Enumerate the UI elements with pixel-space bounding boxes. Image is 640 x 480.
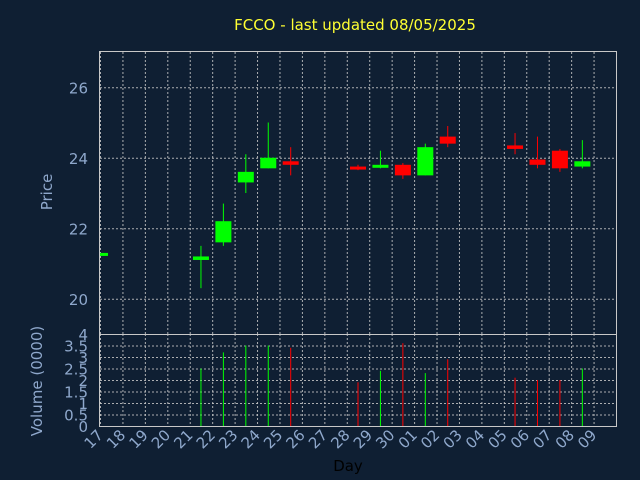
- volume-axis-label: Volume (0000): [28, 326, 46, 436]
- volume-y-tick-label: 2: [78, 372, 88, 390]
- candle-body: [574, 161, 591, 167]
- price-y-tick-label: 22: [69, 220, 88, 238]
- x-ticks: 1718192021222324252627282930010203040506…: [81, 426, 601, 452]
- volume-y-tick-label: 3: [78, 349, 88, 367]
- volume-y-tick-label: 4: [78, 326, 88, 344]
- volume-y-ticks: 00.511.522.533.54: [64, 326, 88, 436]
- price-axis-label: Price: [38, 174, 56, 211]
- price-y-ticks: 20 22 24 26: [69, 79, 88, 309]
- candle-body: [394, 164, 411, 176]
- volume-bars: [200, 343, 583, 426]
- volume-y-tick-label: 1: [78, 395, 88, 413]
- price-y-tick-label: 20: [69, 291, 88, 309]
- x-axis-label: Day: [333, 457, 363, 475]
- volume-y-tick-label: 0.5: [64, 407, 88, 425]
- candle-body: [350, 166, 366, 170]
- candle-body: [439, 136, 456, 144]
- candles: [100, 122, 591, 289]
- volume-y-tick-label: 2.5: [64, 361, 88, 379]
- candle-body: [260, 157, 277, 169]
- chart-title: FCCO - last updated 08/05/2025: [234, 16, 476, 34]
- price-y-tick-label: 26: [69, 79, 88, 97]
- candle-body: [215, 221, 232, 243]
- candle-body: [507, 145, 524, 149]
- candle-body: [529, 159, 546, 165]
- price-grid: [100, 52, 616, 334]
- candle-body: [192, 256, 209, 260]
- candle-body: [372, 164, 389, 168]
- volume-plot-frame: [99, 334, 617, 427]
- volume-y-tick-label: 0: [78, 418, 88, 436]
- price-plot-frame: [99, 51, 617, 335]
- volume-y-tick-label: 3.5: [64, 338, 88, 356]
- candle-body: [237, 171, 254, 183]
- candle-body: [551, 150, 568, 169]
- x-tick-label: 09: [574, 426, 600, 452]
- candle-body: [100, 252, 108, 256]
- price-y-tick-label: 24: [69, 150, 88, 168]
- volume-y-tick-label: 1.5: [64, 384, 88, 402]
- candle-body: [417, 147, 434, 176]
- candle-body: [282, 161, 299, 165]
